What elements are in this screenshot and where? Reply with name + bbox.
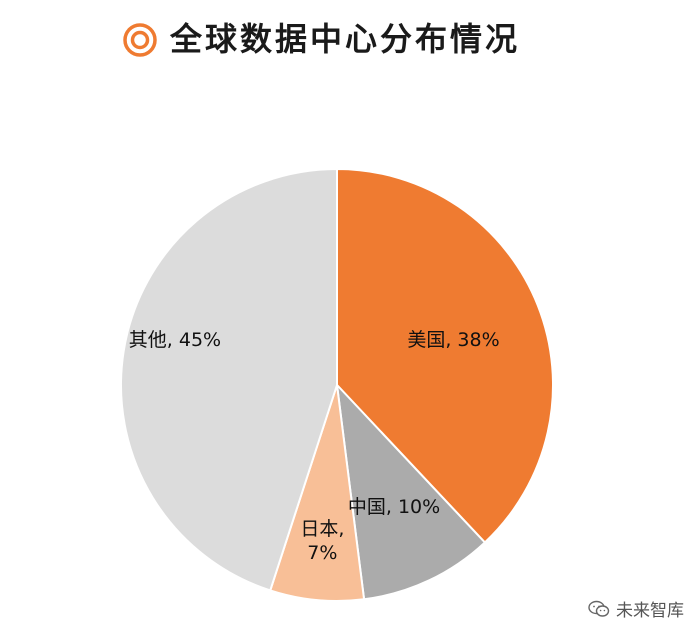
- watermark: 未来智库: [588, 596, 684, 621]
- slice-label-3: 日本, 7%: [300, 518, 344, 564]
- double-circle-icon: [123, 23, 157, 57]
- slice-label-1: 美国, 38%: [407, 329, 499, 351]
- pie-slice-1: [336, 167, 554, 544]
- slice-label-4: 其他, 45%: [129, 329, 221, 351]
- slice-label-2: 中国, 10%: [348, 496, 440, 518]
- wechat-icon: [588, 600, 610, 617]
- watermark-text: 未来智库: [616, 601, 684, 621]
- pie-slice-2: [335, 382, 487, 601]
- chart-title: 全球数据中心分布情况: [170, 20, 521, 58]
- pie-slice-4: [120, 167, 338, 592]
